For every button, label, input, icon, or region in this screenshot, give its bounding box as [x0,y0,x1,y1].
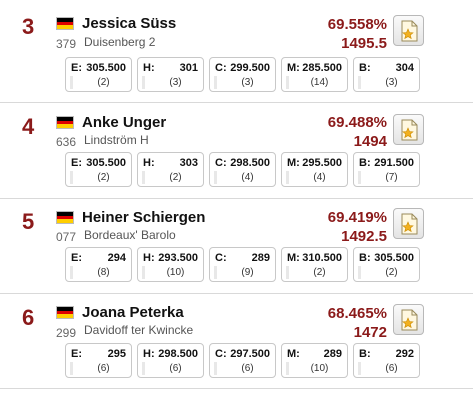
judge-score-h: H: 293.500 (10) [137,247,204,282]
rider-name: Joana Peterka [82,304,184,321]
score-sheet-icon [401,119,417,140]
german-flag-icon [56,17,74,30]
total-points: 1495.5 [341,35,387,52]
german-flag-icon [56,306,74,319]
total-percent: 69.488% [327,114,387,131]
score-sheet-icon [401,309,417,330]
total-percent: 69.558% [327,16,387,33]
judge-scores: E: 305.500 (2) H: 301 (3) C: 299.500 (3) M: 285… [65,57,420,92]
judge-score-m: M: 310.500 (2) [281,247,348,282]
judge-score-h: H: 301 (3) [137,57,204,92]
rank-number: 3 [22,14,35,39]
rider-name: Anke Unger [82,114,167,131]
judge-scores: E: 295 (6) H: 298.500 (6) C: 297.500 (6) M: 289… [65,343,420,378]
result-entry: 3 Jessica Süss 379 Duisenberg 2 69.558% … [0,0,473,103]
rank-number: 4 [22,114,35,139]
score-sheet-button[interactable] [393,15,424,46]
judge-score-m: M: 285.500 (14) [281,57,348,92]
total-percent: 68.465% [327,305,387,322]
horse-name: Davidoff ter Kwincke [84,323,194,337]
score-sheet-button[interactable] [393,114,424,145]
score-sheet-icon [401,213,417,234]
rank-number: 5 [22,209,35,234]
judge-score-b: B: 304 (3) [353,57,420,92]
judge-score-h: H: 303 (2) [137,152,204,187]
german-flag-icon [56,116,74,129]
judge-score-c: C: 299.500 (3) [209,57,276,92]
horse-name: Bordeaux' Barolo [84,228,176,242]
judge-scores: E: 305.500 (2) H: 303 (2) C: 298.500 (4) M: 295… [65,152,420,187]
judge-score-e: E: 305.500 (2) [65,57,132,92]
horse-name: Lindström H [84,133,149,147]
results-list: 3 Jessica Süss 379 Duisenberg 2 69.558% … [0,0,473,389]
judge-score-c: C: 298.500 (4) [209,152,276,187]
result-entry: 4 Anke Unger 636 Lindström H 69.488% 149… [0,103,473,199]
result-entry: 6 Joana Peterka 299 Davidoff ter Kwincke… [0,294,473,389]
judge-score-c: C: 289 (9) [209,247,276,282]
start-number: 379 [56,37,77,51]
judge-score-b: B: 292 (6) [353,343,420,378]
judge-score-m: M: 289 (10) [281,343,348,378]
score-sheet-icon [401,20,417,41]
judge-score-e: E: 295 (6) [65,343,132,378]
judge-score-c: C: 297.500 (6) [209,343,276,378]
total-points: 1492.5 [341,228,387,245]
total-points: 1494 [353,133,387,150]
judge-score-e: E: 305.500 (2) [65,152,132,187]
score-sheet-button[interactable] [393,304,424,335]
horse-name: Duisenberg 2 [84,35,156,49]
result-entry: 5 Heiner Schiergen 077 Bordeaux' Barolo … [0,199,473,294]
rank-number: 6 [22,305,35,330]
judge-score-b: B: 305.500 (2) [353,247,420,282]
rider-name: Heiner Schiergen [82,209,206,226]
judge-score-e: E: 294 (8) [65,247,132,282]
judge-score-h: H: 298.500 (6) [137,343,204,378]
start-number: 077 [56,230,77,244]
judge-scores: E: 294 (8) H: 293.500 (10) C: 289 (9) M: 310.50… [65,247,420,282]
start-number: 299 [56,326,77,340]
rider-name: Jessica Süss [82,15,177,32]
score-sheet-button[interactable] [393,208,424,239]
total-points: 1472 [353,324,387,341]
judge-score-m: M: 295.500 (4) [281,152,348,187]
german-flag-icon [56,211,74,224]
total-percent: 69.419% [327,209,387,226]
judge-score-b: B: 291.500 (7) [353,152,420,187]
start-number: 636 [56,135,77,149]
